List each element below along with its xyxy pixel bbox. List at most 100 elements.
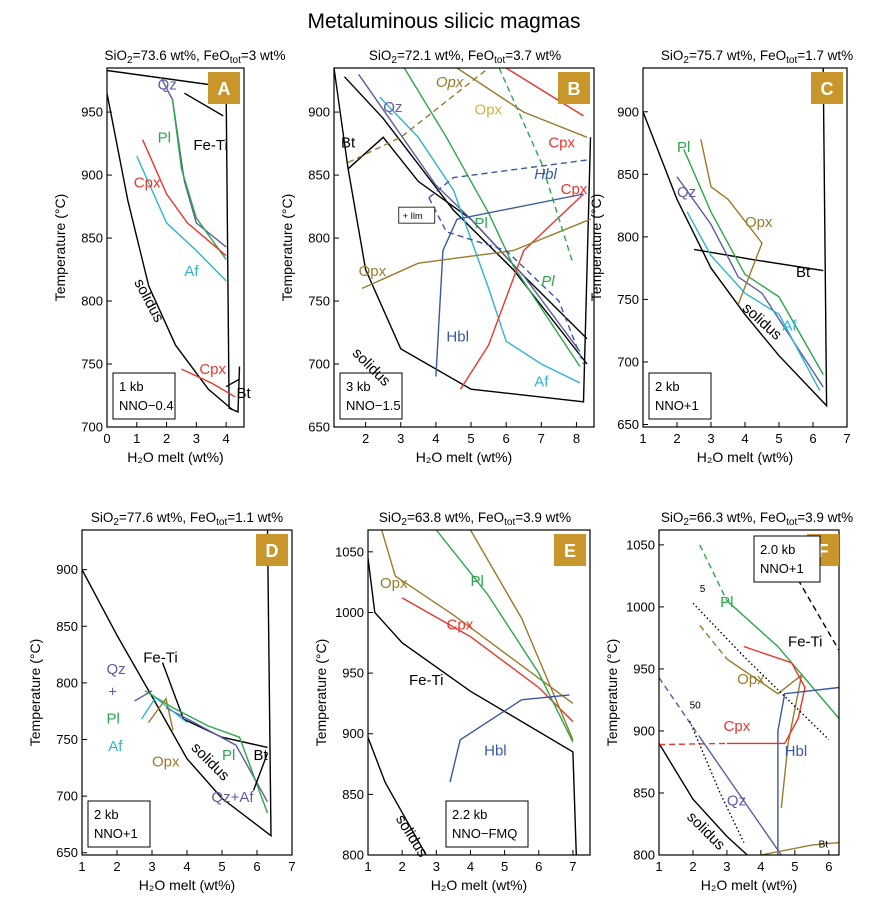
series-line-qz — [659, 677, 701, 738]
series-line-opx — [760, 841, 839, 855]
condition-box — [339, 372, 403, 420]
y-axis-label: Temperature (°C) — [604, 639, 620, 747]
phase-label: Opx — [475, 102, 503, 119]
panel-header: SiO2=72.1 wt%, FeOtot=3.7 wt% — [369, 48, 561, 66]
panel-letter-badge — [208, 72, 240, 104]
y-tick-label: 700 — [81, 420, 103, 435]
panel-header: SiO2=66.3 wt%, FeOtot=3.9 wt% — [661, 510, 853, 528]
x-tick-label: 2 — [689, 859, 696, 874]
y-axis-label: Temperature (°C) — [27, 639, 43, 747]
phase-label: Cpx — [447, 616, 474, 633]
plot-frame — [333, 67, 595, 428]
phase-label: Qz — [158, 76, 177, 93]
series-line-af — [686, 211, 821, 392]
y-tick-label: 800 — [56, 675, 78, 690]
phase-label: Pl — [107, 711, 120, 728]
condition-text: NNO+1 — [94, 826, 138, 841]
y-tick-label: 900 — [56, 562, 78, 577]
x-tick-label: 1 — [133, 431, 140, 446]
series-line-black — [343, 76, 588, 365]
condition-box — [753, 535, 821, 583]
panel-letter-badge — [256, 534, 288, 566]
series-line-opx — [147, 697, 174, 731]
series-line-black — [643, 68, 828, 408]
series-line-black — [692, 602, 830, 741]
x-tick-label: 3 — [193, 431, 200, 446]
x-axis-label: H₂O melt (wt%) — [431, 877, 527, 893]
series-line-hbl — [435, 193, 584, 377]
panel-a: SiO2=73.6 wt%, FeOtot=3 wt% 0 1 2 3 4 700 750 80… — [52, 48, 286, 465]
y-tick-label: 900 — [617, 104, 639, 119]
panel-header: SiO2=75.7 wt%, FeOtot=1.7 wt% — [661, 48, 853, 66]
series-line-cpx — [142, 139, 227, 257]
series-line-black — [107, 69, 241, 413]
x-tick-label: 2 — [362, 431, 369, 446]
phase-label: Opx — [436, 74, 464, 91]
phase-label: Hbl — [534, 166, 557, 183]
panel-letter-badge — [811, 72, 843, 104]
phase-label: Af — [782, 318, 797, 335]
series-line-black — [107, 93, 233, 410]
x-tick-label: 5 — [218, 859, 225, 874]
plot-frame — [367, 529, 591, 856]
phase-label: Pl — [541, 273, 555, 290]
y-tick-label: 650 — [56, 845, 78, 860]
x-axis-label: H₂O melt (wt%) — [697, 449, 793, 465]
phase-label: Opx — [152, 754, 180, 771]
condition-text: NNO−FMQ — [452, 826, 517, 841]
series-line-cpx — [659, 742, 727, 746]
panel-letter-badge — [554, 534, 586, 566]
panel-header: SiO2=73.6 wt%, FeOtot=3 wt% — [104, 48, 285, 66]
y-tick-label: 750 — [617, 292, 639, 307]
y-tick-label: 750 — [308, 294, 330, 309]
y-tick-label: 950 — [342, 666, 364, 681]
y-tick-label: 900 — [308, 105, 330, 120]
x-tick-label: 4 — [432, 431, 439, 446]
condition-text: 2 kb — [94, 807, 119, 822]
phase-label: Fe-Ti — [193, 137, 227, 154]
series-line-pl — [498, 68, 574, 264]
x-tick-label: 6 — [535, 859, 542, 874]
x-axis-label: H₂O melt (wt%) — [139, 877, 235, 893]
x-tick-label: 1 — [364, 859, 371, 874]
x-tick-label: 3 — [397, 431, 404, 446]
series-line-opx — [469, 530, 574, 741]
x-tick-label: 6 — [809, 431, 816, 446]
series-line-af — [136, 155, 227, 282]
x-tick-label: 0 — [103, 431, 110, 446]
phase-label: Cpx — [724, 718, 751, 735]
x-tick-label: 1 — [639, 431, 646, 446]
series-line-black — [252, 752, 269, 791]
x-tick-label: 2 — [113, 859, 120, 874]
condition-text: NNO+1 — [655, 398, 699, 413]
x-tick-label: 5 — [467, 431, 474, 446]
y-tick-label: 1000 — [626, 599, 655, 614]
series-line-black — [347, 136, 588, 340]
series-line-cpx — [181, 368, 236, 398]
x-tick-label: 3 — [707, 431, 714, 446]
series-line-qz — [134, 690, 153, 702]
x-tick-label: 2 — [673, 431, 680, 446]
phase-label: Bt — [254, 747, 269, 764]
x-tick-label: 4 — [757, 859, 764, 874]
phase-label: Opx — [380, 575, 408, 592]
y-tick-label: 750 — [81, 357, 103, 372]
series-line-qz — [699, 736, 782, 855]
series-line-hbl — [428, 197, 585, 365]
x-tick-label: 8 — [573, 431, 580, 446]
phase-label: Bt — [819, 840, 829, 851]
phase-label: Pl — [222, 747, 235, 764]
x-tick-label: 2 — [163, 431, 170, 446]
series-line-opx — [347, 68, 490, 164]
phase-label: Hbl — [785, 743, 808, 760]
condition-box — [112, 372, 176, 420]
series-line-hbl — [428, 159, 588, 199]
y-tick-label: 800 — [308, 231, 330, 246]
x-tick-label: 1 — [78, 859, 85, 874]
phase-label: Cpx — [548, 134, 575, 151]
condition-text: 2.2 kb — [452, 807, 487, 822]
phase-label: Hbl — [446, 328, 469, 345]
x-axis-label: H₂O melt (wt%) — [127, 449, 223, 465]
y-tick-label: 750 — [56, 732, 78, 747]
